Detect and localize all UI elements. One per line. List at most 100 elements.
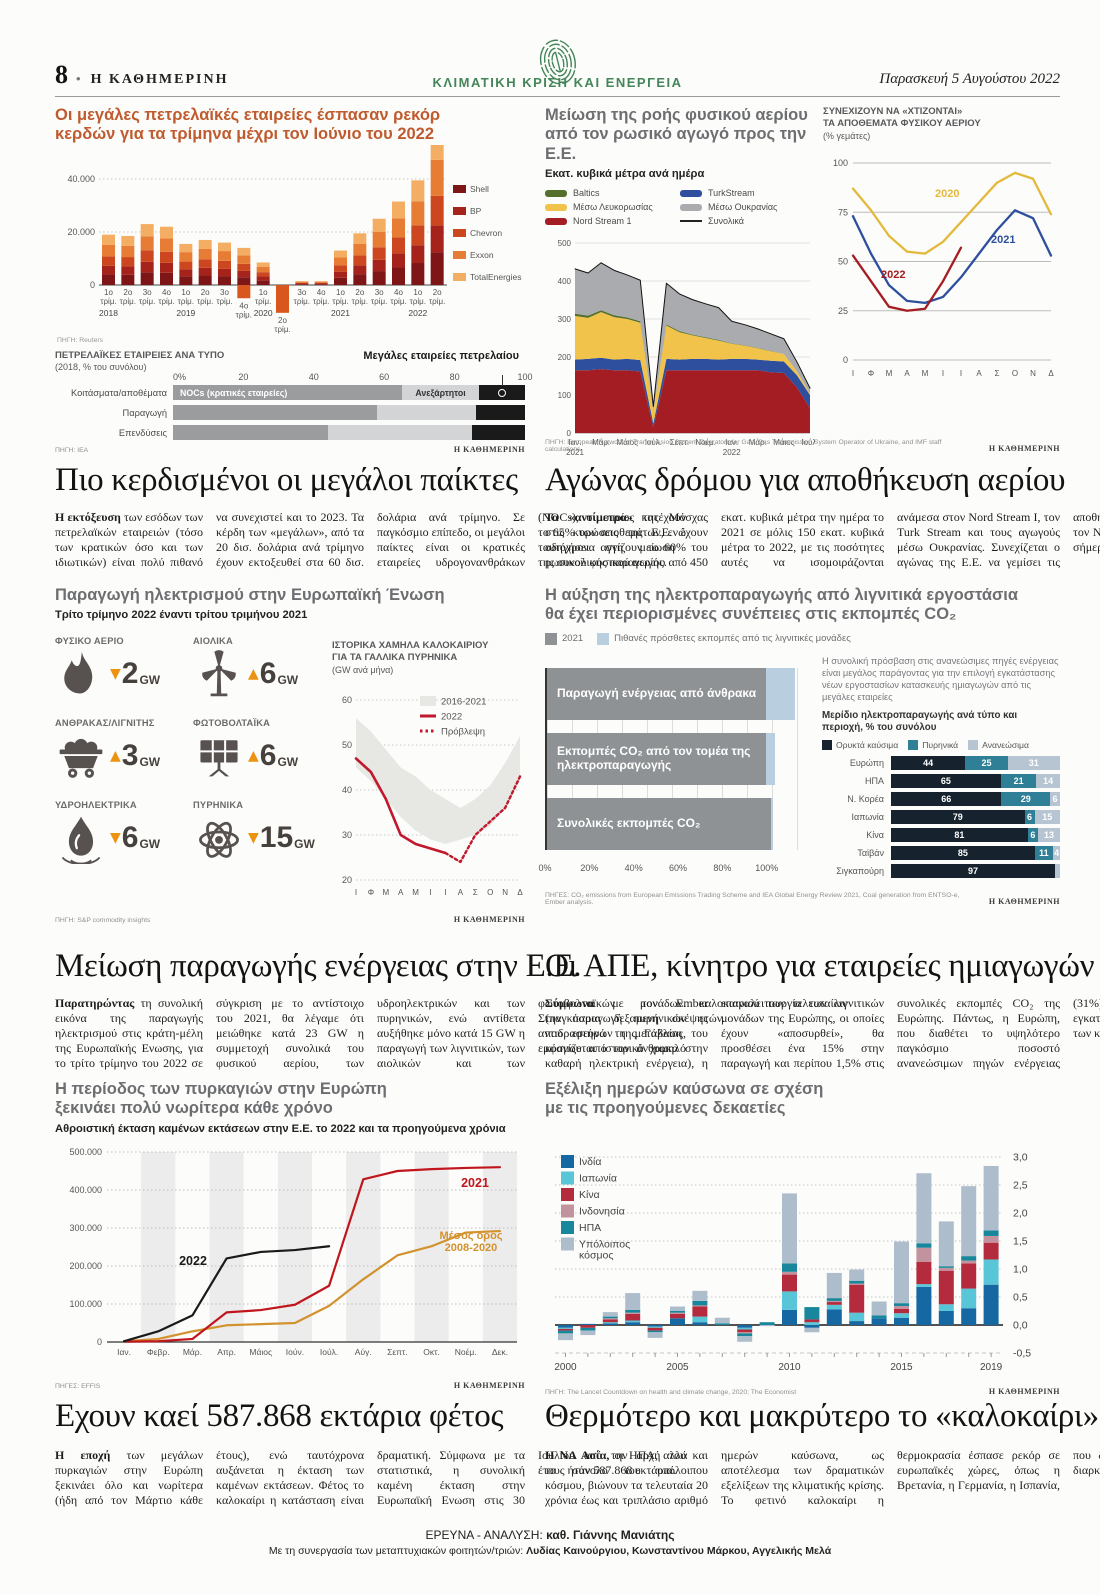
article-hectares-burned: Η εποχή των μεγάλων πυρκαγιών στην Ευρώπ… bbox=[55, 1448, 686, 1512]
article-body: οι ΗΠΑ, αλλά και το σύνολο του υπόλοιπου… bbox=[545, 1448, 1100, 1508]
svg-text:2,0: 2,0 bbox=[1013, 1207, 1028, 1219]
credit-logo: Η ΚΑΘΗΜΕΡΙΝΗ bbox=[988, 896, 1060, 906]
svg-text:2ο: 2ο bbox=[201, 288, 210, 297]
svg-text:τρίμ.: τρίμ. bbox=[274, 325, 290, 334]
lignite-plot: Παραγωγή ενέργειας από άνθρακα Εκπομπές C… bbox=[545, 667, 799, 850]
svg-text:ΗΠΑ: ΗΠΑ bbox=[579, 1222, 601, 1234]
power-mix-row: Ιαπωνία 79 6 15 bbox=[822, 809, 1060, 824]
delta-value: 6 bbox=[121, 821, 139, 854]
svg-text:Μάρ.: Μάρ. bbox=[592, 438, 610, 447]
legend-item: TurkStream bbox=[680, 186, 815, 200]
fuel-label: ΦΩΤΟΒΟΛΤΑΪΚΑ bbox=[193, 718, 271, 728]
arrow-up-icon: ▲ bbox=[248, 748, 259, 764]
svg-text:2,5: 2,5 bbox=[1013, 1179, 1028, 1191]
svg-text:Ιαν.: Ιαν. bbox=[568, 438, 581, 447]
svg-text:τρίμ.: τρίμ. bbox=[158, 297, 174, 306]
article-body: με τον Ember (παγκόσμια δεξαμενή σκέψης … bbox=[545, 996, 1100, 1071]
svg-text:75: 75 bbox=[838, 208, 848, 218]
french-nuclear-title: ΙΣΤΟΡΙΚΑ ΧΑΜΗΛΑ ΚΑΛΟΚΑΙΡΙΟΥ ΓΙΑ ΤΑ ΓΑΛΛΙ… bbox=[332, 640, 525, 676]
power-mix-chart: Ευρώπη 44 25 31 ΗΠΑ 65 21 14 Ν. Κορέα 66 29 6 Ιαπωνί… bbox=[822, 755, 1061, 878]
svg-text:20: 20 bbox=[342, 875, 352, 885]
svg-text:Σεπτ.: Σεπτ. bbox=[670, 438, 689, 447]
power-mix-row: ΗΠΑ 65 21 14 bbox=[822, 773, 1060, 788]
coal-cart-icon bbox=[59, 738, 103, 778]
svg-text:τρίμ.: τρίμ. bbox=[197, 297, 213, 306]
svg-text:300: 300 bbox=[558, 315, 572, 324]
fires-block: Η περίοδος των πυρκαγιών στην Ευρώπη ξεκ… bbox=[55, 1080, 525, 1390]
power-mix-column: Η συνολική πρόσβαση στις ανανεώσιμες πηγ… bbox=[822, 655, 1061, 882]
lignite-bar: Παραγωγή ενέργειας από άνθρακα bbox=[547, 667, 799, 720]
headline-oil-players: Πιο κερδισμένοι οι μεγάλοι παίκτες bbox=[55, 462, 518, 498]
eu-power-source-row: ΠΗΓΗ: S&P commodity insights Η ΚΑΘΗΜΕΡΙΝ… bbox=[55, 915, 525, 924]
svg-text:Ν: Ν bbox=[502, 888, 508, 897]
headline-gas-storage: Αγώνας δρόμου για αποθήκευση αερίου bbox=[545, 462, 1066, 498]
gas-flow-block: Μείωση της ροής φυσικού αερίου από τον ρ… bbox=[545, 106, 819, 465]
article-body: της Μόσχας στις κυρώσεις της Ε.Ε. έχουν … bbox=[545, 510, 1100, 570]
brand-name: Η ΚΑΘΗΜΕΡΙΝΗ bbox=[90, 72, 229, 87]
svg-text:τρίμ.: τρίμ. bbox=[255, 297, 271, 306]
svg-text:Φ: Φ bbox=[368, 888, 374, 897]
svg-text:Ιούλ.: Ιούλ. bbox=[320, 1347, 338, 1357]
fuel-label: ΠΥΡΗΝΙΚΑ bbox=[193, 800, 244, 810]
article-lead: Η εκτόξευση bbox=[55, 510, 121, 524]
lignite-bar: Συνολικές εκπομπές CO₂ bbox=[547, 797, 799, 850]
svg-text:Μέσος όρος: Μέσος όρος bbox=[439, 1230, 502, 1242]
svg-text:Δεκ.: Δεκ. bbox=[492, 1347, 508, 1357]
article-lead: Παρατηρώντας bbox=[55, 996, 135, 1010]
power-mix-title: Μερίδιο ηλεκτροπαραγωγής ανά τύπο και πε… bbox=[822, 710, 1018, 734]
svg-text:1ο: 1ο bbox=[259, 288, 268, 297]
gas-source-row: ΠΗΓΗ: European Network of Transmission S… bbox=[545, 439, 1060, 453]
svg-text:50: 50 bbox=[838, 257, 848, 267]
svg-text:Ιούν.: Ιούν. bbox=[286, 1347, 304, 1357]
lignite-bars-chart: Παραγωγή ενέργειας από άνθρακα Εκπομπές C… bbox=[538, 655, 800, 882]
svg-text:300.000: 300.000 bbox=[69, 1223, 102, 1233]
power-mix-row: Κίνα 81 6 13 bbox=[822, 827, 1060, 842]
svg-text:Πρόβλεψη: Πρόβλεψη bbox=[441, 727, 485, 738]
svg-text:τρίμ.: τρίμ. bbox=[236, 310, 252, 319]
svg-text:40: 40 bbox=[342, 785, 352, 795]
oil-by-type-source: ΠΗΓΗ: ΙΕΑ bbox=[55, 447, 89, 455]
svg-text:2022: 2022 bbox=[179, 1254, 207, 1268]
delta-value: 6 bbox=[259, 657, 277, 690]
svg-text:30: 30 bbox=[342, 830, 352, 840]
article-lead: Σύμφωνα bbox=[545, 996, 595, 1010]
svg-text:20.000: 20.000 bbox=[67, 227, 95, 237]
svg-text:200.000: 200.000 bbox=[69, 1261, 102, 1271]
eu-power-item: ΑΙΟΛΙΚΑ ▲ 6 GW bbox=[193, 636, 331, 700]
article-lead: Η εποχή bbox=[55, 1448, 111, 1462]
oil-by-type-row: Κοιτάσματα/αποθέματα NOCs (κρατικές εταιρ… bbox=[55, 385, 525, 401]
svg-text:4ο: 4ο bbox=[317, 288, 326, 297]
svg-text:Ο: Ο bbox=[487, 888, 493, 897]
svg-text:4ο: 4ο bbox=[394, 288, 403, 297]
svg-text:Δ: Δ bbox=[1048, 369, 1054, 378]
solar-panel-icon bbox=[200, 740, 238, 777]
svg-text:Ν: Ν bbox=[1030, 369, 1036, 378]
svg-text:200: 200 bbox=[558, 353, 572, 362]
fuel-label: ΑΙΟΛΙΚΑ bbox=[193, 636, 233, 646]
heat-days-chart: 3,0 2,5 2,0 1,5 1,0 0,5 0,0 -0,5 2000 2005 2010 201… bbox=[554, 1151, 1031, 1373]
svg-text:Μ: Μ bbox=[886, 369, 893, 378]
svg-text:1ο: 1ο bbox=[413, 288, 422, 297]
svg-text:2021: 2021 bbox=[566, 448, 584, 457]
credit-logo: Η ΚΑΘΗΜΕΡΙΝΗ bbox=[453, 1380, 525, 1390]
oil-by-type-row: Παραγωγή bbox=[55, 405, 525, 421]
credits-line2: Με τη συνεργασία των μεταπτυχιακών φοιτη… bbox=[268, 1545, 832, 1557]
headline-hectares-burned: Εχουν καεί 587.868 εκτάρια φέτος bbox=[55, 1398, 504, 1434]
article-lead: Η ΝΑ Ασία, bbox=[545, 1448, 610, 1462]
heat-days-block: Εξέλιξη ημερών καύσωνα σε σχέση με τις π… bbox=[545, 1080, 1060, 1396]
svg-text:Οκτ.: Οκτ. bbox=[423, 1347, 440, 1357]
eu-power-item: ΠΥΡΗΝΙΚΑ ▼ 15 GW bbox=[193, 800, 331, 864]
svg-text:50: 50 bbox=[342, 740, 352, 750]
svg-text:400: 400 bbox=[558, 277, 572, 286]
gas-storage-block: ΣΥΝΕΧΙΖΟΥΝ ΝΑ «ΧΤΙΖΟΝΤΑΙ» ΤΑ ΑΠΟΘΕΜΑΤΑ Φ… bbox=[823, 106, 1060, 388]
heat-days-title: Εξέλιξη ημερών καύσωνα σε σχέση με τις π… bbox=[545, 1080, 824, 1118]
lignite-block: Η αύξηση της ηλεκτροπαραγωγής από λιγνιτ… bbox=[538, 586, 1061, 906]
svg-text:ΠΗΓΗ: Reuters: ΠΗΓΗ: Reuters bbox=[57, 337, 104, 344]
svg-text:Ινδονησία: Ινδονησία bbox=[579, 1205, 625, 1217]
article-eu-energy: Παρατηρώντας τη συνολική εικόνα της παρα… bbox=[55, 996, 847, 1072]
masthead: 8 • Η ΚΑΘΗΜΕΡΙΝΗ bbox=[55, 60, 228, 90]
svg-text:2021: 2021 bbox=[331, 308, 350, 318]
fuel-label: ΥΔΡΟΗΛΕΚΤΡΙΚΑ bbox=[55, 800, 137, 810]
svg-text:Α: Α bbox=[904, 369, 910, 378]
svg-text:2022: 2022 bbox=[723, 448, 741, 457]
